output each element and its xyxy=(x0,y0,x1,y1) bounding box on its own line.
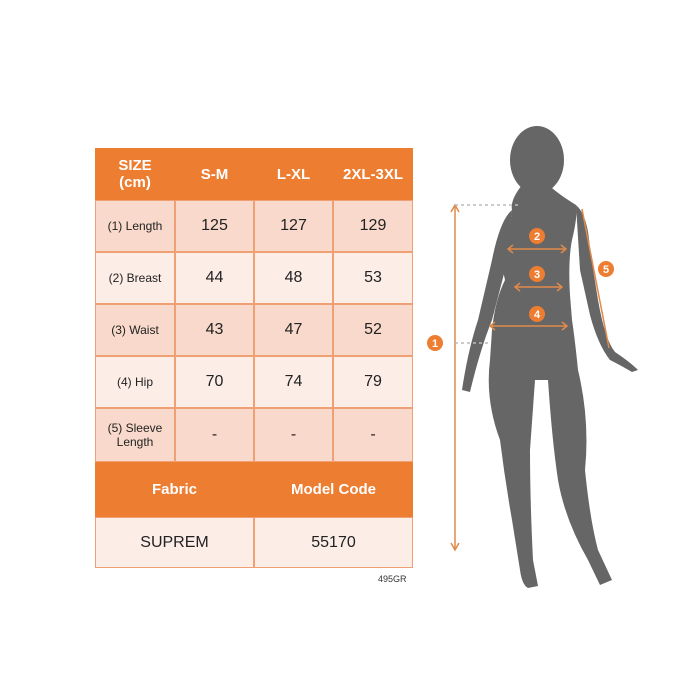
sleeve-line xyxy=(581,208,610,349)
row-label-line1: (5) Sleeve xyxy=(107,421,163,435)
marker-4-label: 4 xyxy=(534,309,541,321)
footer-value-row: SUPREM 55170 xyxy=(95,517,413,568)
row-label: (4) Hip xyxy=(95,356,175,408)
size-header-line1: SIZE xyxy=(118,157,152,174)
table-row: (4) Hip 70 74 79 xyxy=(95,356,413,408)
size-header-line2: (cm) xyxy=(119,174,151,191)
column-header: 2XL-3XL xyxy=(333,148,413,200)
column-header: S-M xyxy=(175,148,254,200)
table-row: (3) Waist 43 47 52 xyxy=(95,304,413,356)
table-cell: 129 xyxy=(333,200,413,252)
table-cell: 47 xyxy=(254,304,333,356)
fabric-header: Fabric xyxy=(95,462,254,517)
table-row: (2) Breast 44 48 53 xyxy=(95,252,413,304)
column-header: L-XL xyxy=(254,148,333,200)
table-cell: 125 xyxy=(175,200,254,252)
table-cell: 79 xyxy=(333,356,413,408)
table-cell: 127 xyxy=(254,200,333,252)
product-code: 495GR xyxy=(378,574,407,584)
marker-2 xyxy=(529,228,545,244)
row-label: (2) Breast xyxy=(95,252,175,304)
marker-5 xyxy=(598,261,614,277)
woman-silhouette xyxy=(462,126,638,588)
size-header: SIZE (cm) xyxy=(95,148,175,200)
table-cell: 43 xyxy=(175,304,254,356)
table-cell: 52 xyxy=(333,304,413,356)
table-cell: - xyxy=(254,408,333,462)
size-chart-table: SIZE (cm) S-M L-XL 2XL-3XL (1) Length 125… xyxy=(95,148,413,568)
marker-2-label: 2 xyxy=(534,231,540,243)
footer-header-row: Fabric Model Code xyxy=(95,462,413,517)
table-cell: 44 xyxy=(175,252,254,304)
fabric-value: SUPREM xyxy=(95,517,254,568)
table-cell: 70 xyxy=(175,356,254,408)
marker-3 xyxy=(529,266,545,282)
table-header-row: SIZE (cm) S-M L-XL 2XL-3XL xyxy=(95,148,413,200)
row-label: (1) Length xyxy=(95,200,175,252)
table-cell: 48 xyxy=(254,252,333,304)
table-row: (1) Length 125 127 129 xyxy=(95,200,413,252)
row-label-line2: Length xyxy=(116,435,154,449)
model-code-value: 55170 xyxy=(254,517,413,568)
row-label: (3) Waist xyxy=(95,304,175,356)
row-label: (5) Sleeve Length xyxy=(95,408,175,462)
table-cell: 74 xyxy=(254,356,333,408)
table-cell: - xyxy=(175,408,254,462)
marker-1-label: 1 xyxy=(432,338,438,350)
table-cell: 53 xyxy=(333,252,413,304)
marker-1 xyxy=(427,335,443,351)
table-row: (5) Sleeve Length - - - xyxy=(95,408,413,462)
marker-5-label: 5 xyxy=(603,264,609,276)
marker-4 xyxy=(529,306,545,322)
model-code-header: Model Code xyxy=(254,462,413,517)
table-cell: - xyxy=(333,408,413,462)
marker-3-label: 3 xyxy=(534,269,540,281)
measurement-lines xyxy=(450,203,610,552)
